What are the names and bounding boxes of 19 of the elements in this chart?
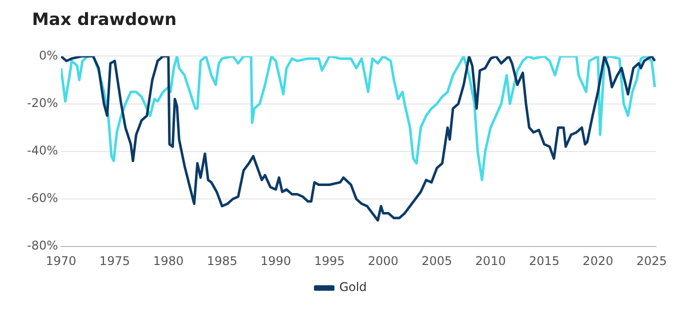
y-tick-label: -60% bbox=[26, 191, 58, 206]
x-tick-label: 2015 bbox=[528, 254, 560, 268]
x-tick-label: 1980 bbox=[153, 254, 184, 268]
legend-label: Gold bbox=[339, 280, 367, 294]
y-tick-label: 0% bbox=[38, 48, 58, 62]
x-tick-label: 1975 bbox=[99, 254, 130, 268]
x-tick-label: 2020 bbox=[582, 254, 614, 268]
y-tick-label: -20% bbox=[26, 96, 58, 110]
x-tick-label: 2025 bbox=[636, 254, 667, 268]
x-tick-label: 1985 bbox=[206, 254, 238, 268]
x-tick-label: 2000 bbox=[368, 254, 398, 268]
x-tick-label: 1970 bbox=[46, 254, 76, 268]
y-tick-label: -40% bbox=[26, 144, 58, 158]
x-tick-label: 1995 bbox=[314, 254, 345, 268]
y-tick-label: -80% bbox=[26, 238, 58, 253]
x-tick-label: 2010 bbox=[475, 254, 506, 268]
chart-title: Max drawdown bbox=[31, 9, 178, 32]
x-tick-label: 2005 bbox=[422, 254, 452, 268]
x-tick-label: 1990 bbox=[260, 254, 292, 268]
